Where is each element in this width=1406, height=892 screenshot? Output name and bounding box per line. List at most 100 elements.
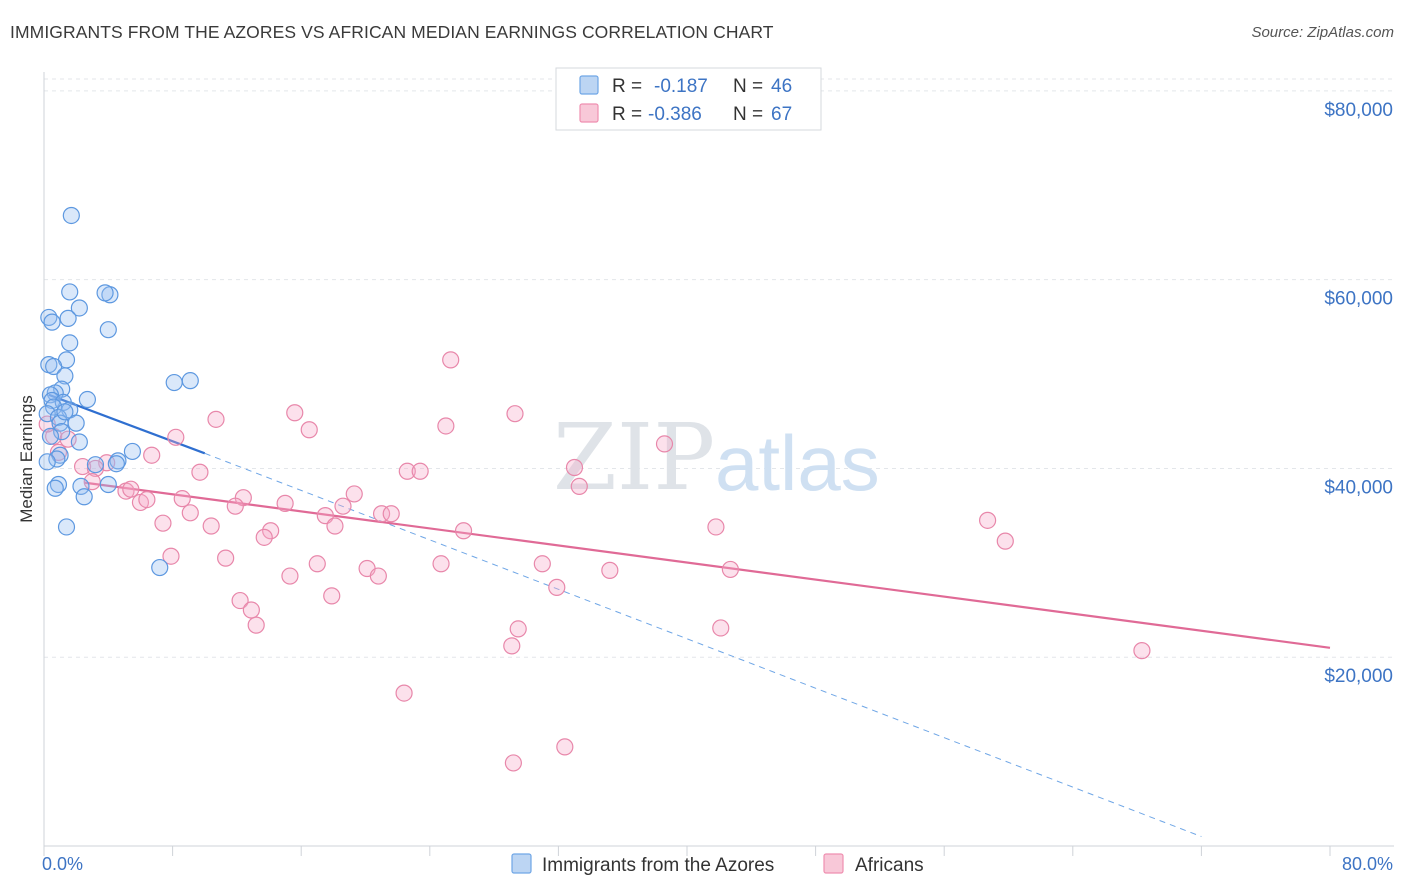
point-africans [207, 410, 225, 428]
point-azores [56, 367, 74, 385]
x-ticks [43, 846, 1331, 856]
legend-top: R = -0.187 N = 46 R = -0.386 N = 67 [555, 67, 822, 131]
point-africans [382, 505, 400, 523]
point-azores [56, 403, 74, 421]
point-africans [432, 555, 450, 573]
watermark-atlas: atlas [715, 419, 880, 507]
point-africans [326, 517, 344, 535]
legend-bottom: Immigrants from the Azores Africans [511, 853, 924, 876]
point-azores [38, 453, 56, 471]
legend-n-label-azores: N = [733, 76, 763, 97]
point-africans [173, 490, 191, 508]
point-africans [308, 555, 326, 573]
point-africans [154, 514, 172, 532]
y-tick-label: $20,000 [1324, 666, 1393, 687]
point-azores [78, 390, 97, 409]
legend-r-value-azores: -0.187 [654, 76, 708, 97]
legend-r-label-africans: R = [612, 104, 642, 125]
legend-swatch-africans [579, 103, 599, 123]
point-africans [503, 637, 521, 655]
point-africans [454, 522, 473, 540]
point-azores [40, 308, 58, 327]
point-africans [372, 505, 391, 523]
bottom-legend-swatch-africans [823, 853, 844, 874]
point-africans [411, 462, 429, 480]
point-africans [601, 561, 619, 579]
point-azores [99, 475, 117, 494]
point-africans [369, 567, 387, 585]
legend-r-value-africans: -0.386 [648, 104, 702, 125]
point-africans [281, 567, 299, 585]
point-africans [655, 435, 674, 453]
bottom-legend-label-africans: Africans [855, 855, 924, 876]
point-africans [247, 616, 265, 634]
y-tick-label: $60,000 [1324, 289, 1393, 310]
point-africans [548, 578, 566, 596]
source-credit: Source: ZipAtlas.com [1251, 24, 1394, 41]
point-africans [509, 620, 527, 638]
chart-title: IMMIGRANTS FROM THE AZORES VS AFRICAN ME… [10, 22, 774, 42]
point-africans [721, 560, 740, 579]
point-africans [167, 428, 185, 446]
point-azores [165, 373, 183, 392]
point-azores [86, 456, 105, 474]
point-africans [73, 457, 92, 476]
point-africans [231, 591, 249, 610]
legend-n-label-africans: N = [733, 104, 763, 125]
point-azores [151, 558, 169, 577]
point-africans [143, 446, 161, 464]
point-africans [323, 587, 341, 605]
point-africans [979, 511, 997, 529]
point-africans [504, 754, 522, 772]
bottom-legend-swatch-azores [511, 853, 532, 874]
point-africans [437, 417, 455, 435]
point-azores [41, 427, 60, 445]
point-azores [45, 357, 63, 376]
legend-box [555, 67, 822, 131]
point-azores [109, 452, 127, 470]
point-africans [276, 494, 294, 512]
y-tick-labels: $20,000 $40,000 $60,000 $80,000 [1324, 100, 1393, 687]
point-africans [345, 485, 363, 503]
trend-lines [48, 393, 1331, 838]
legend-n-value-africans: 67 [771, 104, 792, 125]
point-africans [300, 421, 318, 439]
point-africans [138, 490, 156, 509]
point-africans [996, 532, 1014, 550]
point-azores [67, 414, 85, 432]
legend-r-label-azores: R = [612, 76, 642, 97]
point-azores [107, 455, 125, 473]
point-africans [242, 601, 260, 619]
point-africans [712, 619, 730, 637]
legend-n-value-azores: 46 [771, 76, 792, 97]
point-africans [565, 458, 584, 477]
point-azores [70, 433, 88, 451]
point-africans [395, 684, 413, 702]
point-africans [570, 477, 588, 495]
x-tick-label-min: 0.0% [42, 854, 83, 874]
point-africans [1133, 642, 1151, 660]
axes [43, 72, 1394, 847]
x-tick-label-max: 80.0% [1342, 854, 1393, 874]
y-tick-label: $80,000 [1324, 100, 1393, 121]
legend-swatch-azores [579, 75, 599, 95]
point-africans [533, 555, 551, 573]
trend-line-africans [84, 481, 1331, 649]
data-points [38, 206, 1151, 772]
point-azores [70, 299, 88, 317]
gridlines [44, 78, 1394, 658]
point-africans [255, 528, 273, 546]
point-africans [398, 462, 416, 480]
y-tick-label: $40,000 [1324, 477, 1393, 498]
watermark-zip: ZIP [553, 404, 715, 511]
point-azores [75, 488, 93, 506]
bottom-legend-label-azores: Immigrants from the Azores [542, 855, 774, 876]
trend-extension-azores [204, 452, 1202, 838]
point-africans [202, 517, 220, 535]
point-africans [86, 459, 105, 478]
point-azores [53, 423, 71, 441]
point-africans [191, 463, 209, 481]
point-azores [96, 284, 114, 302]
point-azores [59, 309, 77, 327]
